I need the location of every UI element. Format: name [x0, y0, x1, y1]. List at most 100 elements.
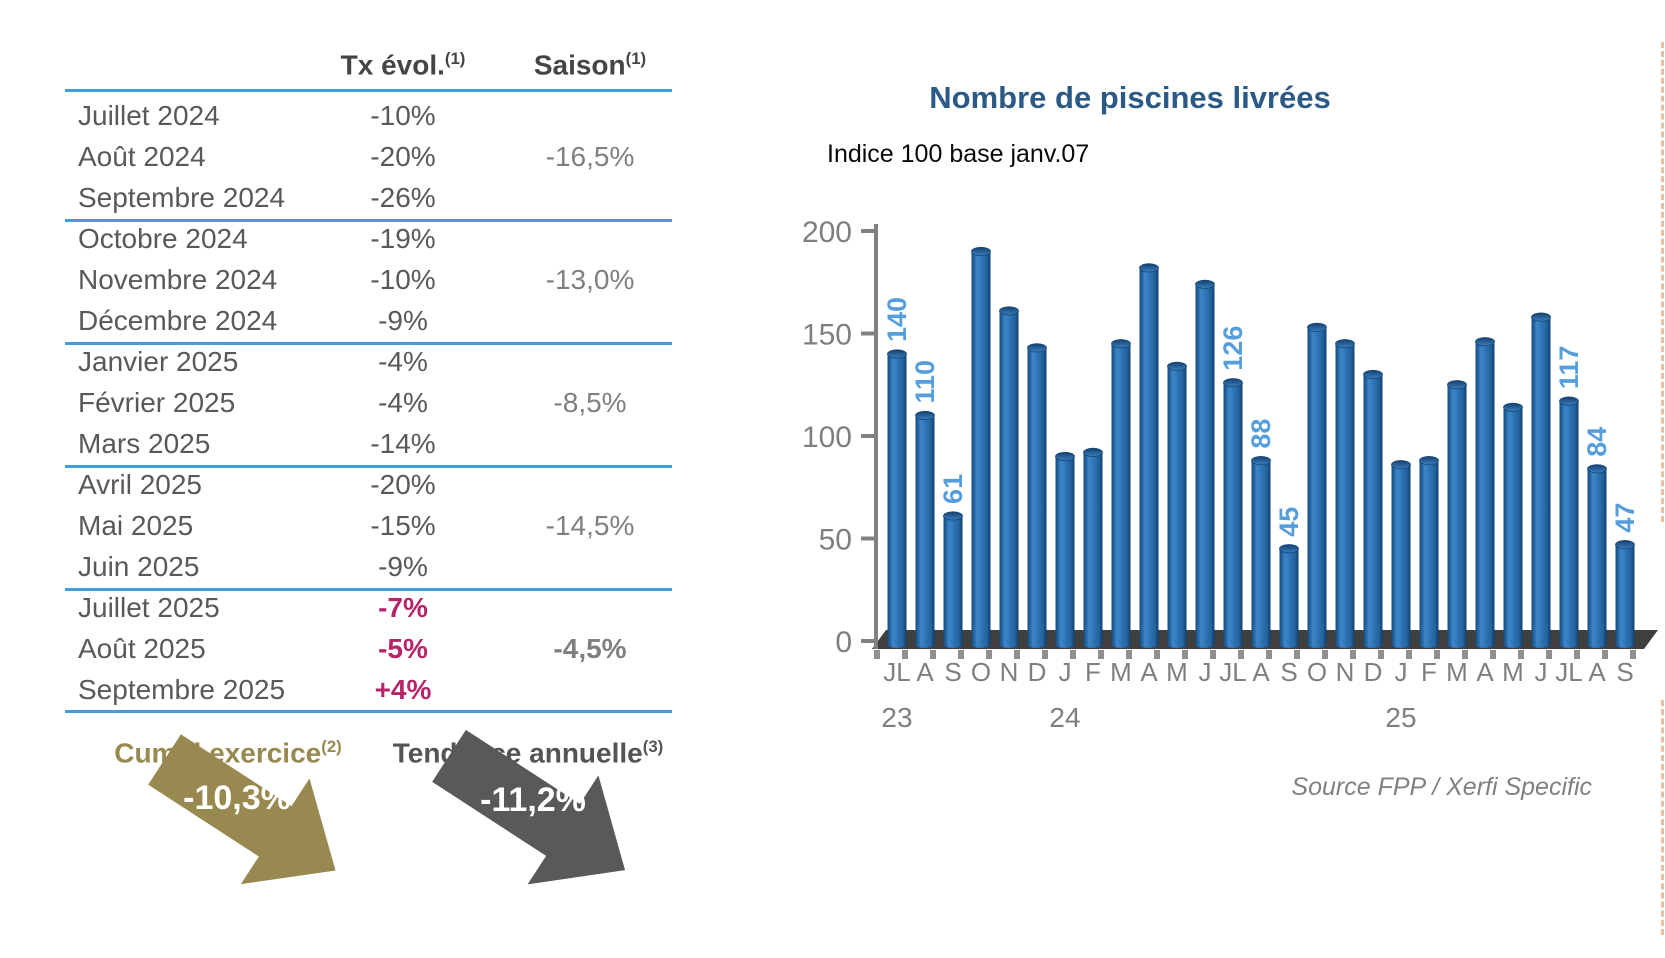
- bar-top-cap: [999, 306, 1019, 316]
- bar-top-cap: [1335, 339, 1355, 349]
- bar-top-cap: [1531, 312, 1551, 322]
- tx-evol-value: -9%: [378, 551, 428, 582]
- x-axis-tick: [1322, 650, 1328, 659]
- tendance-value: -11,2%: [480, 781, 586, 819]
- right-edge-dashes: [1661, 42, 1664, 522]
- cumul-value: -10,3%: [183, 779, 291, 817]
- month-label: Février 2025: [78, 387, 236, 418]
- x-axis-label: N: [1000, 657, 1019, 687]
- bar-value-label: 117: [1554, 346, 1584, 390]
- chart-title: Nombre de piscines livrées: [929, 80, 1331, 115]
- table-row: Janvier 2025 -4%: [65, 342, 672, 383]
- x-axis-label: D: [1028, 657, 1047, 687]
- table-separator: [65, 465, 672, 468]
- month-label: Septembre 2024: [78, 182, 286, 213]
- x-axis-tick: [930, 650, 936, 659]
- x-axis-tick: [1042, 650, 1048, 659]
- saison-value: -14,5%: [545, 510, 635, 541]
- x-axis-tick: [1210, 650, 1216, 659]
- right-edge-dashes: [1661, 700, 1664, 935]
- tx-evol-value: -20%: [370, 141, 436, 172]
- x-axis-label: N: [1336, 657, 1355, 687]
- x-axis-label: F: [1421, 657, 1437, 687]
- month-label: Mars 2025: [78, 428, 211, 459]
- x-axis-label: S: [944, 657, 961, 687]
- x-axis-tick: [1014, 650, 1020, 659]
- bar-top-cap: [1307, 322, 1327, 332]
- bar-value-label: 45: [1274, 507, 1304, 537]
- month-label: Octobre 2024: [78, 223, 248, 254]
- bar-value-label: 84: [1582, 427, 1612, 457]
- x-axis-tick: [1518, 650, 1524, 659]
- bar: [1111, 343, 1131, 648]
- bar-top-cap: [1419, 455, 1439, 466]
- chart-subtitle: Indice 100 base janv.07: [827, 140, 1090, 168]
- x-axis-tick: [1630, 650, 1636, 659]
- table-row: Août 2024 -20% -16,5%: [65, 137, 672, 178]
- bar: [1503, 407, 1523, 648]
- saison-column-header: Saison(1): [533, 48, 647, 81]
- bar: [971, 251, 991, 648]
- bar-value-label: 126: [1218, 326, 1248, 371]
- x-axis-tick: [1406, 650, 1412, 659]
- bar: [1531, 317, 1551, 648]
- month-label: Avril 2025: [78, 469, 203, 500]
- x-axis-label: M: [1446, 657, 1468, 687]
- bar-top-cap: [1195, 279, 1215, 289]
- bar-top-cap: [1279, 544, 1299, 554]
- month-label: Juillet 2025: [78, 592, 220, 623]
- tx-evol-value: -15%: [370, 510, 436, 541]
- bar: [1251, 460, 1271, 648]
- bar-value-label: 88: [1246, 419, 1276, 449]
- month-label: Juin 2025: [78, 551, 200, 582]
- y-axis-tick-label: 200: [802, 216, 852, 249]
- table-row: Octobre 2024 -19%: [65, 219, 672, 260]
- x-axis-label: A: [1588, 657, 1606, 687]
- bar: [1615, 544, 1635, 648]
- x-axis-tick: [874, 650, 880, 659]
- bar: [1475, 341, 1495, 648]
- x-axis-tick: [1126, 650, 1132, 659]
- tx-evol-value: -10%: [370, 100, 436, 131]
- x-axis-label: M: [1166, 657, 1188, 687]
- bar-top-cap: [1363, 369, 1383, 380]
- x-axis-label: J: [1199, 657, 1212, 687]
- tx-evol-value: -14%: [370, 428, 436, 459]
- x-axis-tick: [1098, 650, 1104, 659]
- x-axis-tick: [1182, 650, 1188, 659]
- x-axis-tick: [1546, 650, 1552, 659]
- bar: [1363, 374, 1383, 648]
- x-axis-tick: [1154, 650, 1160, 659]
- tx-evol-value: -5%: [378, 633, 428, 664]
- y-axis-tick-label: 50: [819, 524, 852, 557]
- x-axis-tick: [958, 650, 964, 659]
- bar-top-cap: [1391, 460, 1411, 470]
- x-axis-tick: [1434, 650, 1440, 659]
- tx-evol-value: -19%: [370, 223, 436, 254]
- month-label: Novembre 2024: [78, 264, 278, 295]
- x-axis-label: A: [916, 657, 934, 687]
- table-row: Avril 2025 -20%: [65, 465, 672, 506]
- x-axis-tick: [1602, 650, 1608, 659]
- bar-top-cap: [915, 410, 935, 421]
- x-axis-tick: [1574, 650, 1580, 659]
- x-axis-tick: [1462, 650, 1468, 659]
- x-axis-tick: [1070, 650, 1076, 659]
- bar-top-cap: [1027, 343, 1047, 353]
- tx-evol-column-header: Tx évol.(1): [340, 48, 466, 81]
- x-axis-label: J: [1535, 657, 1548, 687]
- saison-value: -4,5%: [553, 633, 627, 664]
- y-axis-tick-label: 150: [802, 319, 852, 352]
- bar-top-cap: [1587, 464, 1607, 474]
- x-axis-tick: [1490, 650, 1496, 659]
- month-label: Juillet 2024: [78, 100, 220, 131]
- bar-top-cap: [1223, 378, 1243, 388]
- tendance-annuelle-heading: Tendance annuelle(3): [392, 737, 664, 769]
- bar-top-cap: [1475, 337, 1495, 347]
- bar-top-cap: [1447, 380, 1467, 390]
- x-axis-label: J: [1395, 657, 1408, 687]
- month-label: Janvier 2025: [78, 346, 239, 377]
- cumul-arrow-down-right-icon: [148, 734, 336, 885]
- tx-evol-value: -10%: [370, 264, 436, 295]
- y-axis-tick-label: 0: [835, 626, 852, 659]
